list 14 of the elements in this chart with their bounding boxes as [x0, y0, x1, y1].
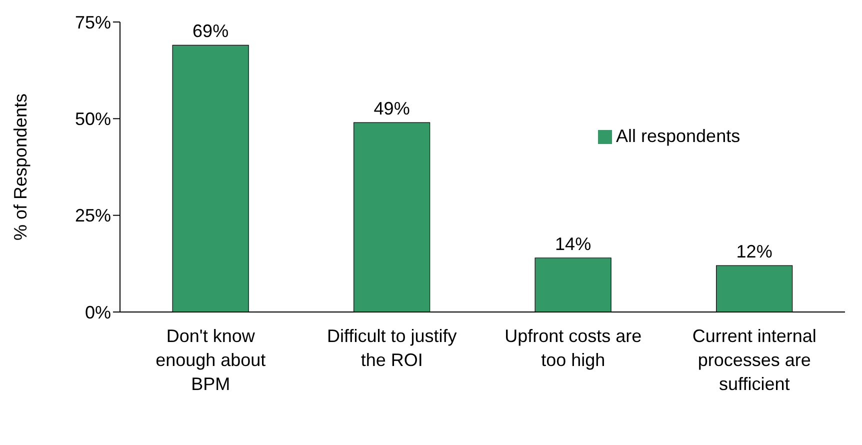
y-tick-label: 75% [74, 12, 111, 32]
data-label: 14% [555, 234, 592, 254]
y-tick-label: 25% [74, 206, 111, 226]
y-axis-title: % of Respondents [10, 93, 30, 241]
x-tick-label: Current internal processes are sufficient [692, 326, 816, 394]
y-tick-label: 50% [74, 109, 111, 130]
x-tick-label: Don't know enough about BPM [156, 326, 266, 394]
x-tick-label: Upfront costs are too high [504, 326, 642, 370]
data-label: 49% [374, 98, 410, 119]
data-label: 69% [192, 21, 229, 42]
data-label: 12% [736, 242, 772, 262]
x-tick-label: Difficult to justify the ROI [327, 326, 457, 370]
legend-label: All respondents [616, 126, 740, 146]
y-tick-label: 0% [84, 302, 111, 322]
